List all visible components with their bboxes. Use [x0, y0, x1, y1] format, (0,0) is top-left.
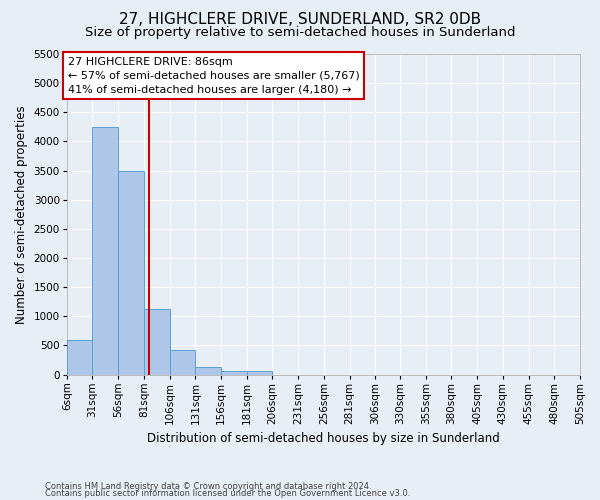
Bar — [92, 127, 118, 374]
X-axis label: Distribution of semi-detached houses by size in Sunderland: Distribution of semi-detached houses by … — [147, 432, 500, 445]
Text: 27 HIGHCLERE DRIVE: 86sqm
← 57% of semi-detached houses are smaller (5,767)
41% : 27 HIGHCLERE DRIVE: 86sqm ← 57% of semi-… — [68, 57, 359, 95]
Bar — [118, 170, 144, 374]
Bar — [196, 366, 221, 374]
Bar — [170, 350, 196, 374]
Text: Size of property relative to semi-detached houses in Sunderland: Size of property relative to semi-detach… — [85, 26, 515, 39]
Bar — [221, 370, 247, 374]
Bar — [247, 372, 272, 374]
Text: 27, HIGHCLERE DRIVE, SUNDERLAND, SR2 0DB: 27, HIGHCLERE DRIVE, SUNDERLAND, SR2 0DB — [119, 12, 481, 28]
Y-axis label: Number of semi-detached properties: Number of semi-detached properties — [15, 105, 28, 324]
Text: Contains HM Land Registry data © Crown copyright and database right 2024.: Contains HM Land Registry data © Crown c… — [45, 482, 371, 491]
Text: Contains public sector information licensed under the Open Government Licence v3: Contains public sector information licen… — [45, 489, 410, 498]
Bar — [67, 340, 92, 374]
Bar — [144, 308, 170, 374]
